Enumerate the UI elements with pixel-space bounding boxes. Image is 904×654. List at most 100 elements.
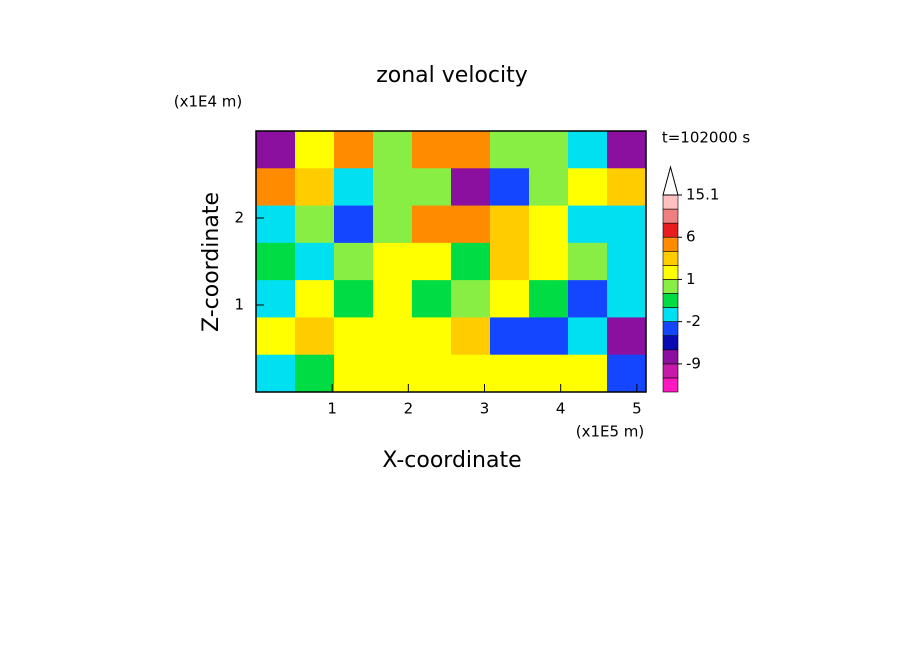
colorbar-tick-label: 15.1 (686, 186, 719, 204)
contour-cell (334, 205, 374, 244)
x-tick-label: 1 (327, 400, 337, 418)
contour-cell (568, 168, 608, 207)
colorbar-segment (662, 321, 679, 337)
colorbar-segment (662, 222, 679, 238)
x-tick-label: 2 (404, 400, 414, 418)
contour-cell (607, 354, 647, 393)
contour-cell (334, 131, 374, 169)
contour-cell (256, 168, 296, 207)
contour-cell (490, 317, 530, 356)
contour-cell (451, 242, 491, 281)
contour-cell (373, 168, 413, 207)
contour-cell (451, 317, 491, 356)
colorbar-segment (662, 265, 679, 280)
contour-cell (412, 280, 452, 318)
plot-frame (255, 130, 647, 393)
contour-cell (412, 205, 452, 244)
contour-cell (451, 280, 491, 318)
contour-cell (334, 168, 374, 207)
contour-cell (373, 131, 413, 169)
contour-cell (334, 280, 374, 318)
contour-cell (607, 131, 647, 169)
colorbar-segment (662, 236, 679, 252)
contour-cell (373, 354, 413, 393)
colorbar-extension (662, 165, 679, 196)
contour-cell (295, 317, 335, 356)
contour-cell (373, 317, 413, 356)
contour-cell (334, 354, 374, 393)
contour-cell (295, 354, 335, 393)
contour-cell (256, 205, 296, 244)
contour-cell (607, 168, 647, 207)
contour-cell (412, 354, 452, 393)
contour-cell (529, 317, 569, 356)
contour-cell (373, 280, 413, 318)
x-tick-label: 4 (556, 400, 566, 418)
contour-cell (451, 131, 491, 169)
contour-cell (607, 280, 647, 318)
y-axis-label: Z-coordinate (199, 192, 224, 332)
colorbar-tick-label: -9 (686, 354, 701, 372)
colorbar-segment (662, 363, 679, 379)
x-tick-label: 5 (632, 400, 642, 418)
colorbar-segment (662, 279, 679, 294)
contour-cell (295, 205, 335, 244)
contour-cell (607, 242, 647, 281)
contour-cell (568, 317, 608, 356)
contour-cell (568, 242, 608, 281)
contour-cell (490, 131, 530, 169)
contour-cell (529, 354, 569, 393)
contour-cell (529, 168, 569, 207)
contour-cell (529, 242, 569, 281)
contour-cell (490, 168, 530, 207)
contour-cell (529, 131, 569, 169)
contour-cell (490, 205, 530, 244)
contour-cell (568, 131, 608, 169)
colorbar-segment (662, 293, 679, 308)
colorbar-segment (662, 377, 679, 393)
contour-cell (373, 242, 413, 281)
contour-cell (529, 205, 569, 244)
contour-cell (490, 242, 530, 281)
contour-cell (256, 242, 296, 281)
contour-cell (451, 168, 491, 207)
contour-cell (412, 168, 452, 207)
contour-cell (568, 354, 608, 393)
colorbar-segment (662, 250, 679, 266)
x-unit: (x1E5 m) (576, 423, 645, 441)
contour-cell (490, 354, 530, 393)
contour-cell (295, 242, 335, 281)
contour-cell (373, 205, 413, 244)
contour-cell (451, 354, 491, 393)
contour-cell (256, 131, 296, 169)
time-annotation: t=102000 s (662, 129, 750, 147)
contour-cell (295, 168, 335, 207)
contour-cell (295, 280, 335, 318)
contour-cell (607, 317, 647, 356)
y-tick-label: 2 (234, 209, 244, 227)
contour-cell (607, 205, 647, 244)
y-tick-label: 1 (234, 296, 244, 314)
colorbar-segment (662, 335, 679, 351)
colorbar-segment (662, 349, 679, 365)
contour-cell (412, 242, 452, 281)
contour-cell (256, 354, 296, 393)
colorbar-segment (662, 194, 679, 210)
contour-cell (295, 131, 335, 169)
colorbar-tick-label: 1 (686, 270, 696, 288)
chart-title: zonal velocity (376, 63, 528, 88)
x-axis-label: X-coordinate (382, 448, 521, 473)
contour-cell (529, 280, 569, 318)
colorbar-segment (662, 208, 679, 224)
contour-cell (256, 317, 296, 356)
colorbar-tick-label: 6 (686, 228, 696, 246)
contour-cell (334, 242, 374, 281)
colorbar-tick-label: -2 (686, 312, 701, 330)
contour-cell (451, 205, 491, 244)
contour-cell (412, 131, 452, 169)
contour-cell (334, 317, 374, 356)
colorbar-segment (662, 307, 679, 322)
contour-cell (412, 317, 452, 356)
y-unit: (x1E4 m) (174, 93, 243, 111)
